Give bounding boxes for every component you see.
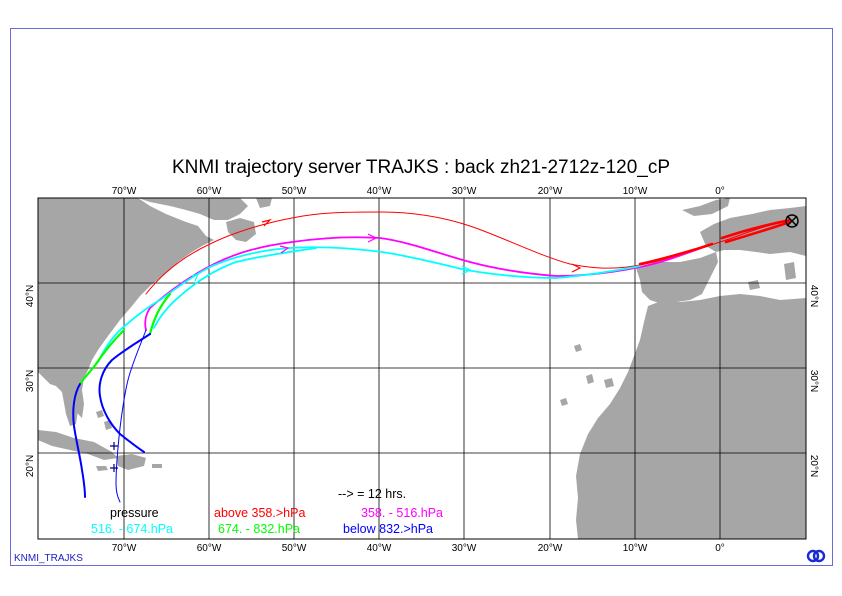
lat-label: 20°N	[25, 455, 36, 477]
lat-labels-right: 40°N 30°N 20°N	[808, 285, 819, 477]
lon-labels-top: 70°W 60°W 50°W 40°W 30°W 20°W 10°W 0°	[112, 186, 725, 197]
legend-time-step: --> = 12 hrs.	[338, 487, 406, 501]
arrow-marker-icon	[261, 218, 272, 227]
lat-label: 40°N	[808, 285, 819, 307]
lon-label: 20°W	[538, 186, 563, 197]
lat-label: 30°N	[25, 370, 36, 392]
trajectory-line	[97, 246, 641, 363]
map-border	[37, 197, 807, 540]
plot-frame	[10, 28, 833, 566]
lat-labels-left: 40°N 30°N 20°N	[25, 285, 36, 477]
lat-label: 20°N	[808, 455, 819, 477]
lon-label: 40°W	[367, 186, 392, 197]
arrow-marker-icon	[191, 273, 200, 282]
lon-labels-bottom: 70°W 60°W 50°W 40°W 30°W 20°W 10°W 0°	[112, 543, 725, 554]
footer-label: KNMI_TRAJKS	[14, 553, 83, 564]
legend-band-lower-mid: 674. - 832.hPa	[218, 522, 300, 536]
lon-label: 10°W	[623, 543, 648, 554]
legend: --> = 12 hrs. pressure above 358.>hPa 35…	[91, 487, 443, 536]
time-markers	[110, 218, 582, 472]
trajectories	[72, 211, 792, 503]
lon-label: 60°W	[197, 186, 222, 197]
trajectory-line	[78, 328, 126, 386]
arrow-marker-icon	[110, 464, 118, 472]
lon-label: 50°W	[282, 543, 307, 554]
legend-band-mid: 516. - 674.hPa	[91, 522, 173, 536]
trajectory-line	[98, 333, 151, 453]
lon-label: 50°W	[282, 186, 307, 197]
lon-label: 30°W	[452, 186, 477, 197]
release-point-icon	[785, 214, 799, 228]
arrow-marker-icon	[461, 265, 472, 275]
arrow-marker-icon	[571, 263, 582, 273]
arrow-marker-icon	[279, 245, 290, 254]
arrow-marker-icon	[367, 233, 378, 243]
lon-label: 0°	[715, 186, 725, 197]
lon-label: 20°W	[538, 543, 563, 554]
knmi-logo-icon	[806, 549, 826, 563]
trajectory-line	[148, 292, 172, 336]
trajectory-line	[724, 220, 792, 244]
page-title: KNMI trajectory server TRAJKS : back zh2…	[171, 157, 671, 178]
legend-band-below: below 832.>hPa	[343, 522, 433, 536]
lon-label: 30°W	[452, 543, 477, 554]
lat-label: 40°N	[25, 285, 36, 307]
trajectory-line	[153, 247, 317, 329]
trajectory-line	[638, 242, 714, 266]
trajectory-line	[72, 383, 86, 498]
lon-label: 10°W	[623, 186, 648, 197]
trajectory-line	[720, 218, 792, 240]
lon-label: 70°W	[112, 186, 137, 197]
legend-pressure-label: pressure	[110, 506, 159, 520]
land-masses	[38, 198, 806, 539]
trajectory-line	[115, 329, 147, 503]
lon-label: 70°W	[112, 543, 137, 554]
lat-label: 30°N	[808, 370, 819, 392]
legend-band-above: above 358.>hPa	[214, 506, 305, 520]
lon-label: 60°W	[197, 543, 222, 554]
legend-band-upper-mid: 358. - 516.hPa	[361, 506, 443, 520]
lon-label: 0°	[715, 543, 725, 554]
arrow-marker-icon	[110, 442, 118, 450]
lon-label: 40°W	[367, 543, 392, 554]
graticule	[38, 198, 806, 539]
